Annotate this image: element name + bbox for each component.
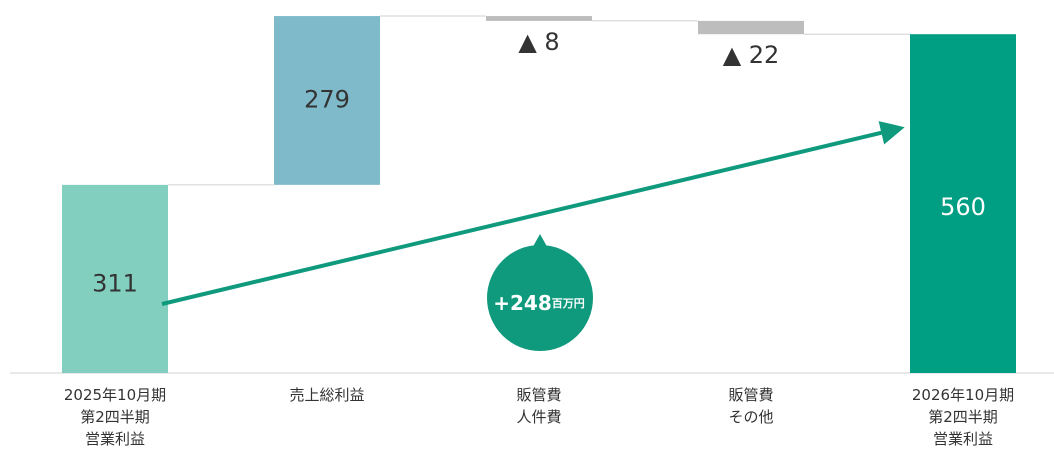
bar <box>274 16 380 185</box>
value-label: 279 <box>304 85 350 113</box>
value-label: ▲ 22 <box>723 41 780 69</box>
bar <box>486 16 592 21</box>
x-tick-label: 2025年10月期 第2四半期 営業利益 <box>63 386 167 448</box>
x-tick-label: 2026年10月期 第2四半期 営業利益 <box>911 386 1015 448</box>
annotation-unit: 百万円 <box>552 297 585 310</box>
callout <box>487 245 593 351</box>
bar <box>698 20 804 35</box>
value-label: 560 <box>940 193 986 221</box>
trend-arrow <box>161 121 905 306</box>
x-tick-label: 販管費 その他 <box>728 386 774 426</box>
annotation-value: +248 <box>493 291 552 315</box>
bar <box>62 184 168 373</box>
value-label: 311 <box>92 270 138 298</box>
annotation: +248百万円 <box>493 291 585 315</box>
x-tick-label: 販管費 人件費 <box>516 386 562 426</box>
x-tick-label: 売上総利益 <box>289 386 365 404</box>
value-label: ▲ 8 <box>518 28 559 56</box>
bar <box>910 34 1016 373</box>
